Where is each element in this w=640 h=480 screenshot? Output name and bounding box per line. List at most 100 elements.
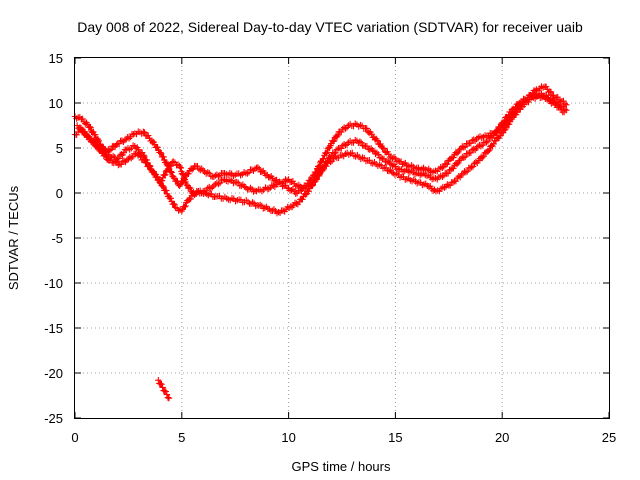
data-points	[71, 83, 570, 402]
data-point	[444, 170, 452, 177]
data-point	[369, 147, 376, 154]
data-point	[159, 384, 166, 391]
data-point	[145, 132, 152, 139]
data-point	[146, 163, 153, 170]
data-point	[305, 187, 312, 195]
data-point	[113, 141, 120, 148]
data-point	[179, 171, 187, 178]
data-point	[163, 187, 170, 194]
data-point	[84, 132, 92, 139]
data-point	[452, 177, 460, 185]
y-tick-label: -25	[44, 411, 63, 426]
x-tick-label: 10	[281, 430, 295, 445]
y-tick-label: -15	[44, 321, 63, 336]
data-point	[161, 172, 168, 179]
data-point	[109, 152, 117, 160]
data-point	[444, 181, 451, 188]
data-point	[158, 381, 165, 388]
data-point	[186, 184, 193, 191]
data-point	[94, 142, 101, 150]
data-point	[363, 142, 371, 150]
data-point	[486, 146, 493, 154]
data-point	[125, 135, 133, 142]
data-point	[191, 191, 198, 198]
data-point	[302, 191, 309, 198]
data-point	[120, 157, 128, 164]
data-point	[503, 124, 510, 132]
chart-title: Day 008 of 2022, Sidereal Day-to-day VTE…	[77, 19, 583, 35]
data-point	[275, 208, 282, 216]
data-point	[439, 164, 446, 171]
data-point	[180, 175, 187, 182]
data-point	[205, 192, 212, 199]
data-point	[89, 138, 97, 145]
data-point	[383, 158, 391, 166]
data-point	[95, 137, 103, 144]
data-point	[115, 140, 123, 147]
x-axis-label: GPS time / hours	[292, 459, 391, 474]
data-point	[235, 179, 242, 187]
data-point	[199, 167, 207, 174]
data-point	[333, 146, 341, 153]
data-point	[477, 143, 485, 150]
data-point	[363, 125, 370, 132]
data-point	[461, 153, 469, 161]
data-point	[309, 182, 316, 189]
data-point	[77, 124, 85, 132]
axis-ticks: 0 5 10 15 20 25 -25 -20 -15 -10 -5 0 5 10 15	[44, 51, 616, 445]
data-point	[314, 163, 322, 170]
data-point	[79, 115, 86, 123]
data-point	[265, 185, 272, 193]
data-point	[382, 164, 390, 172]
data-point	[160, 183, 167, 191]
x-tick-label: 20	[495, 430, 509, 445]
data-point	[470, 145, 477, 153]
x-tick-label: 0	[71, 430, 78, 445]
data-point	[386, 159, 393, 167]
data-point	[177, 164, 185, 172]
data-point	[162, 388, 169, 395]
data-point	[338, 145, 345, 152]
x-tick-label: 25	[602, 430, 616, 445]
data-point	[431, 186, 438, 193]
data-point	[464, 168, 471, 175]
data-point	[209, 184, 216, 191]
data-point	[441, 184, 448, 191]
data-point	[171, 201, 178, 208]
data-point	[456, 146, 463, 153]
data-point	[245, 169, 253, 176]
data-point	[118, 161, 125, 168]
data-point	[115, 155, 123, 162]
data-point	[468, 163, 475, 171]
data-point	[157, 149, 164, 156]
data-point	[187, 195, 194, 203]
data-point	[462, 168, 470, 176]
data-point	[158, 150, 165, 157]
data-point	[91, 131, 99, 138]
data-point	[215, 180, 222, 188]
data-point	[450, 154, 457, 161]
data-point	[472, 158, 480, 166]
data-point	[194, 163, 201, 170]
data-point	[480, 153, 487, 160]
data-point	[167, 162, 175, 170]
data-point	[372, 150, 379, 157]
data-point	[444, 160, 451, 168]
data-point	[377, 154, 385, 162]
data-point	[181, 203, 188, 211]
data-point	[155, 377, 162, 384]
y-tick-label: 5	[56, 141, 63, 156]
data-point	[554, 93, 561, 101]
data-point	[107, 146, 115, 153]
y-axis-label: SDTVAR / TECUs	[6, 185, 21, 290]
y-tick-label: -10	[44, 276, 63, 291]
data-point	[170, 173, 177, 180]
series-track-a	[71, 83, 570, 197]
data-point	[450, 165, 457, 172]
data-point	[560, 97, 567, 105]
data-point	[469, 163, 477, 170]
grid-lines	[75, 58, 609, 418]
data-point	[389, 162, 396, 170]
data-point	[327, 158, 334, 166]
